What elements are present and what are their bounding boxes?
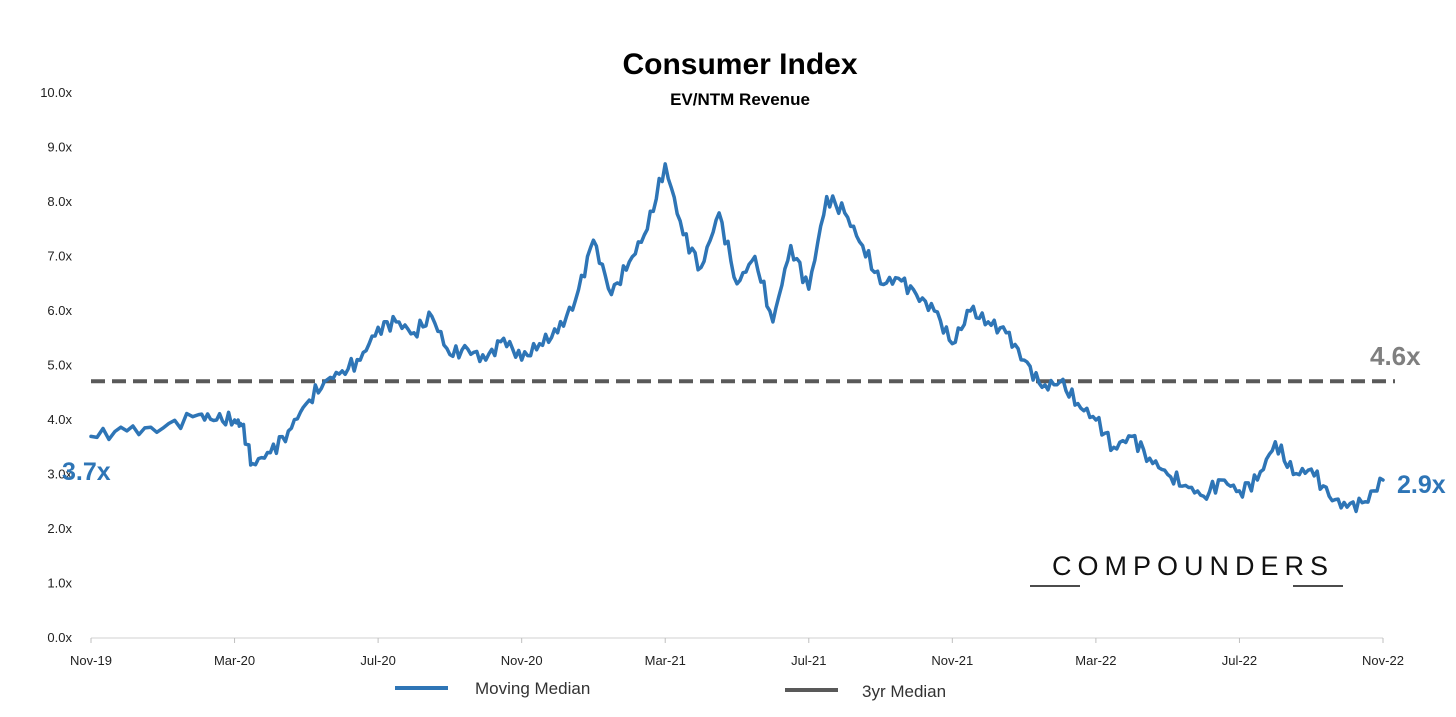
- x-tick-label: Jul-21: [791, 653, 826, 668]
- y-tick-label: 4.0x: [47, 412, 72, 427]
- x-tick-label: Nov-21: [931, 653, 973, 668]
- x-tick-label: Mar-21: [645, 653, 686, 668]
- y-tick-label: 9.0x: [47, 140, 72, 155]
- y-tick-label: 5.0x: [47, 358, 72, 373]
- brand-logo: COMPOUNDERS: [1030, 551, 1343, 587]
- median-value-label: 4.6x: [1370, 341, 1421, 371]
- chart-subtitle: EV/NTM Revenue: [670, 90, 810, 109]
- x-tick-label: Mar-20: [214, 653, 255, 668]
- y-tick-label: 3.0x: [47, 467, 72, 482]
- x-tick-label: Nov-22: [1362, 653, 1404, 668]
- x-tick-label: Mar-22: [1075, 653, 1116, 668]
- y-tick-label: 6.0x: [47, 303, 72, 318]
- x-tick-label: Jul-22: [1222, 653, 1257, 668]
- legend: Moving Median 3yr Median: [395, 679, 946, 701]
- x-tick-label: Nov-19: [70, 653, 112, 668]
- start-value-label: 3.7x: [62, 458, 111, 486]
- y-tick-label: 0.0x: [47, 630, 72, 645]
- legend-label-3yr-median: 3yr Median: [862, 682, 946, 701]
- y-tick-label: 1.0x: [47, 576, 72, 591]
- x-axis: Nov-19 Mar-20 Jul-20 Nov-20 Mar-21 Jul-21 Nov-…: [70, 638, 1404, 668]
- y-axis: 0.0x 1.0x 2.0x 3.0x 4.0x 5.0x 6.0x 7.0x 8.0x 9.0x…: [40, 85, 72, 645]
- y-tick-label: 8.0x: [47, 194, 72, 209]
- moving-median-line: [89, 162, 1385, 514]
- legend-label-moving-median: Moving Median: [475, 679, 590, 698]
- y-tick-label: 10.0x: [40, 85, 72, 100]
- brand-text: COMPOUNDERS: [1052, 551, 1334, 581]
- y-tick-label: 7.0x: [47, 249, 72, 264]
- end-value-label: 2.9x: [1397, 471, 1446, 499]
- x-tick-label: Nov-20: [501, 653, 543, 668]
- y-tick-label: 2.0x: [47, 521, 72, 536]
- x-tick-label: Jul-20: [360, 653, 395, 668]
- chart-title: Consumer Index: [622, 48, 857, 81]
